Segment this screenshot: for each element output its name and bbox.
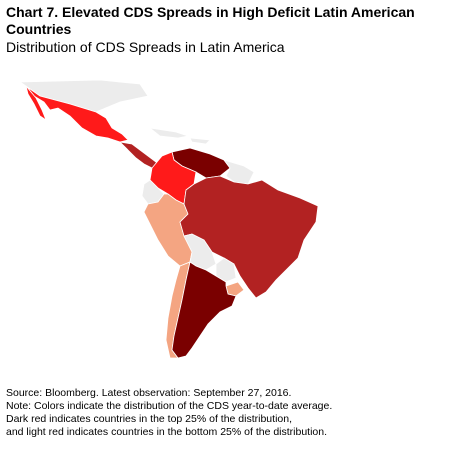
country-mexico-baja xyxy=(25,85,47,122)
latin-america-cds-map xyxy=(18,79,319,359)
region-caribbean-2 xyxy=(189,137,211,145)
region-bolivia xyxy=(183,233,217,271)
footnotes: Source: Bloomberg. Latest observation: S… xyxy=(6,387,446,439)
light-red-note: and light red indicates countries in the… xyxy=(6,426,328,438)
source-note: Source: Bloomberg. Latest observation: S… xyxy=(6,387,292,399)
country-mexico xyxy=(19,81,129,143)
color-note: Note: Colors indicate the distribution o… xyxy=(6,400,333,412)
country-argentina xyxy=(171,261,237,359)
region-central-america xyxy=(118,141,161,169)
chart-subtitle: Distribution of CDS Spreads in Latin Ame… xyxy=(6,39,285,55)
chart-title: Chart 7. Elevated CDS Spreads in High De… xyxy=(6,4,415,37)
region-caribbean xyxy=(148,127,190,139)
dark-red-note: Dark red indicates countries in the top … xyxy=(6,413,292,425)
